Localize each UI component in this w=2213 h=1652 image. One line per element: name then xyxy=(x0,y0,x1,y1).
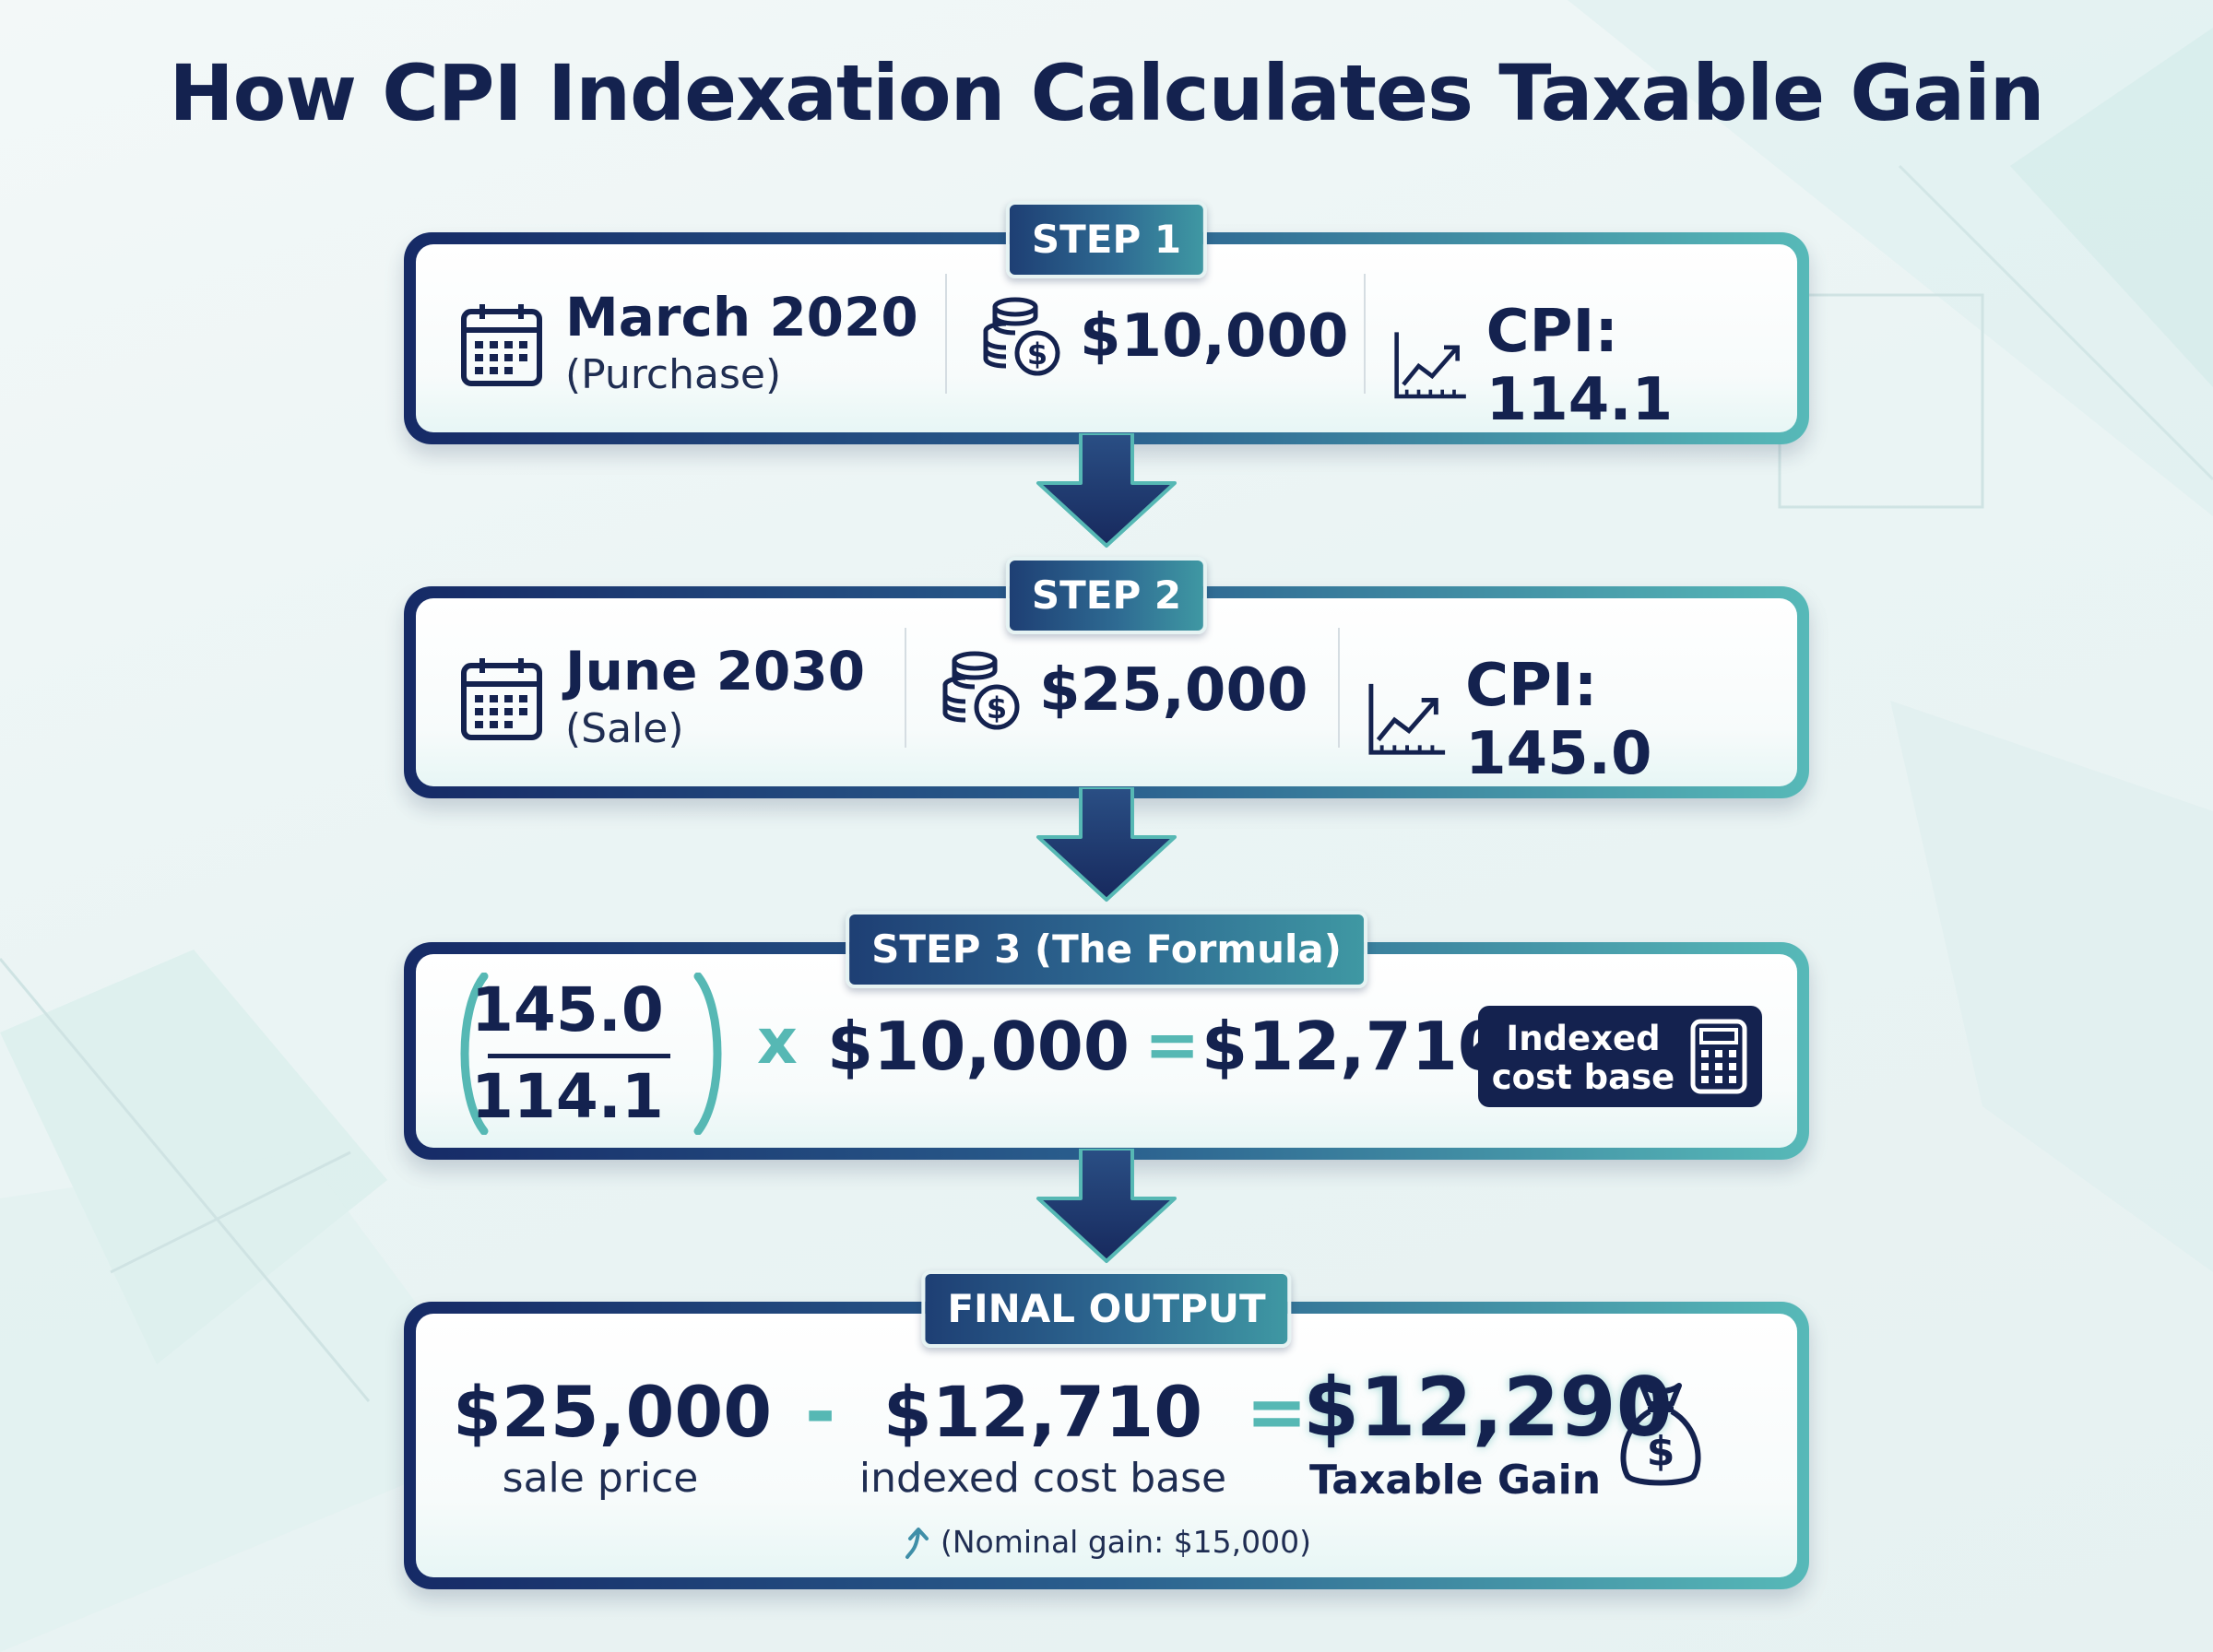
step-3-badge: STEP 3 (The Formula) xyxy=(846,911,1367,988)
divider xyxy=(905,628,906,748)
sale-price-value: $25,000 xyxy=(453,1371,773,1453)
coins-dollar-icon: $ xyxy=(983,297,1060,376)
indexed-cost-value: $12,710 xyxy=(882,1371,1203,1453)
arrow-down-icon xyxy=(1036,1149,1177,1263)
sale-cpi-value: CPI: 145.0 xyxy=(1465,652,1652,788)
sale-amount-value: $25,000 xyxy=(1039,656,1308,725)
nominal-gain-text: (Nominal gain: $15,000) xyxy=(940,1524,1312,1560)
left-parenthesis xyxy=(460,973,489,1135)
arrow-down-icon xyxy=(1036,433,1177,548)
purchase-amount-value: $10,000 xyxy=(1080,302,1349,371)
line-chart-icon xyxy=(1368,683,1446,755)
svg-text:$: $ xyxy=(987,690,1007,726)
indexed-cost-label: indexed cost base xyxy=(858,1455,1227,1502)
taxable-gain-label: Taxable Gain xyxy=(1308,1457,1602,1504)
divider xyxy=(1338,628,1340,748)
sale-price-block: $25,000 sale price xyxy=(453,1371,773,1502)
divider xyxy=(945,274,947,394)
final-output-card: $25,000 sale price - $12,710 indexed cos… xyxy=(404,1302,1809,1589)
purchase-date-label: March 2020 xyxy=(565,286,918,348)
nominal-gain-note: (Nominal gain: $15,000) xyxy=(416,1522,1797,1561)
purchase-note: (Purchase) xyxy=(565,351,782,398)
multiply-sign: x xyxy=(757,1006,798,1079)
svg-text:$: $ xyxy=(1647,1428,1675,1475)
step-3-card: 145.0 114.1 x $10,000 = $12,710 Indexed … xyxy=(404,942,1809,1160)
sale-date: June 2030 (Sale) xyxy=(460,644,865,752)
svg-text:$: $ xyxy=(1027,336,1047,372)
indexed-cost-block: $12,710 indexed cost base xyxy=(849,1371,1237,1502)
taxable-gain-block: $12,290 Taxable Gain xyxy=(1303,1360,1673,1504)
cpi-denominator: 114.1 xyxy=(471,1061,664,1132)
money-bag-icon: $ xyxy=(1620,1383,1701,1486)
sale-price-label: sale price xyxy=(502,1455,699,1502)
minus-sign: - xyxy=(805,1369,836,1455)
sale-date-label: June 2030 xyxy=(565,640,866,702)
right-parenthesis xyxy=(693,973,722,1135)
calendar-icon xyxy=(461,303,542,386)
sale-note: (Sale) xyxy=(565,705,684,752)
coins-dollar-icon: $ xyxy=(942,651,1020,730)
arrow-down-icon xyxy=(1036,787,1177,902)
step-2-card: June 2030 (Sale) $ $25,000 xyxy=(404,586,1809,798)
equals-sign: = xyxy=(1144,1006,1201,1083)
tag-label-line-2: cost base xyxy=(1491,1057,1675,1097)
final-output-badge: FINAL OUTPUT xyxy=(921,1270,1292,1348)
formula-multiplier: $10,000 xyxy=(827,1008,1130,1085)
indexed-cost-tag: Indexed cost base xyxy=(1463,1006,1762,1107)
purchase-cpi: CPI: 114.1 xyxy=(1393,298,1797,434)
line-chart-icon xyxy=(1394,332,1466,399)
purchase-amount: $ $10,000 xyxy=(978,296,1349,377)
calculator-icon xyxy=(1690,1019,1747,1094)
tag-label-line-1: Indexed xyxy=(1506,1019,1661,1058)
step-1-badge: STEP 1 xyxy=(1005,201,1208,278)
step-2-badge: STEP 2 xyxy=(1005,557,1208,634)
tag-pointer xyxy=(1463,1041,1480,1072)
fraction-bar xyxy=(488,1054,670,1058)
purchase-date: March 2020 (Purchase) xyxy=(460,290,918,398)
curved-arrow-up-icon xyxy=(905,1527,929,1559)
divider xyxy=(1364,274,1366,394)
equals-sign: = xyxy=(1246,1369,1308,1455)
sale-amount: $ $25,000 xyxy=(938,650,1308,731)
indexed-cost-result: $12,710 xyxy=(1201,1008,1504,1085)
sale-cpi: CPI: 145.0 xyxy=(1367,652,1797,788)
page-title: How CPI Indexation Calculates Taxable Ga… xyxy=(169,48,2044,138)
taxable-gain-value: $12,290 xyxy=(1303,1360,1673,1455)
cpi-numerator: 145.0 xyxy=(471,974,664,1045)
calendar-icon xyxy=(461,657,542,740)
purchase-cpi-value: CPI: 114.1 xyxy=(1485,298,1674,434)
